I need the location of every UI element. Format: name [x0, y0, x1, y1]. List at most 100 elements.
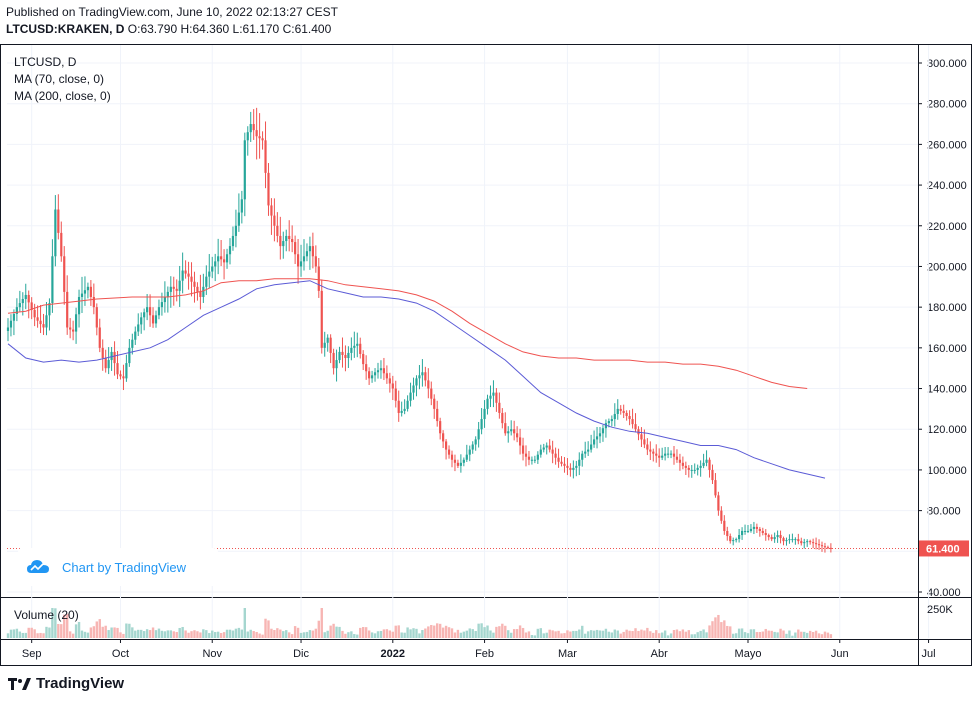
candle-body: [699, 465, 702, 468]
candle-body: [705, 459, 708, 463]
candle-body: [693, 469, 696, 471]
volume-bar: [575, 630, 578, 638]
volume-bar: [282, 631, 285, 638]
volume-bar: [48, 627, 51, 638]
candle-body: [21, 299, 24, 304]
volume-bar: [675, 629, 679, 638]
candle-body: [613, 413, 616, 420]
volume-bar: [566, 630, 569, 638]
candle-body: [54, 209, 57, 257]
candle-body: [483, 408, 486, 420]
volume-bar: [290, 634, 294, 638]
volume-bar: [450, 628, 454, 638]
candle-body: [214, 261, 217, 267]
candle-body: [533, 459, 536, 461]
candle-body: [462, 459, 465, 463]
volume-bar: [39, 632, 42, 638]
candle-body: [27, 294, 30, 303]
volume-bar: [403, 632, 406, 638]
candle-body: [299, 261, 303, 267]
volume-bar: [397, 625, 400, 638]
candle-body: [518, 437, 522, 446]
price-tick-label: 220.000: [927, 221, 967, 233]
candle-body: [101, 347, 104, 359]
volume-bar: [515, 629, 519, 638]
candle-body: [433, 398, 436, 409]
candle-body: [436, 408, 439, 422]
volume-bar: [412, 628, 415, 638]
candle-body: [486, 398, 489, 409]
candle-body: [732, 540, 735, 542]
volume-bar: [110, 627, 113, 638]
candle-body: [513, 429, 516, 434]
tradingview-brand[interactable]: TradingView: [8, 675, 124, 692]
candle-body: [356, 343, 359, 346]
volume-bar: [60, 624, 63, 638]
candle-body: [761, 530, 764, 533]
candle-body: [157, 307, 161, 316]
volume-bar: [433, 625, 436, 638]
candle-body: [516, 433, 519, 438]
candle-body: [63, 256, 66, 292]
volume-bar: [234, 628, 238, 638]
volume-bar: [279, 629, 282, 638]
price-tick-label: 260.000: [927, 139, 967, 151]
volume-bar: [172, 631, 175, 638]
volume-bar: [545, 632, 548, 638]
candle-body: [521, 445, 525, 454]
volume-bar: [18, 631, 22, 638]
volume-bar: [436, 623, 439, 638]
candle-body: [184, 270, 187, 274]
candle-body: [738, 535, 741, 540]
candle-body: [86, 286, 90, 291]
candle-body: [675, 456, 679, 460]
volume-bar: [770, 630, 773, 638]
candle-body: [637, 429, 640, 435]
volume-bar: [773, 631, 776, 638]
candle-body: [45, 315, 48, 328]
candle-body: [36, 317, 39, 321]
volume-bar: [225, 629, 229, 638]
volume-bar: [415, 628, 418, 638]
legend-ma70[interactable]: MA (70, close, 0): [14, 72, 105, 86]
volume-bar: [154, 630, 158, 638]
candle-body: [569, 467, 572, 470]
candle-body: [42, 324, 45, 328]
volume-bar: [717, 614, 720, 638]
volume-bar: [776, 632, 779, 638]
candle-body: [415, 378, 418, 386]
candle-body: [681, 462, 684, 466]
time-tick-label: Feb: [475, 648, 494, 660]
volume-bar: [746, 633, 750, 638]
candle-body: [551, 449, 554, 454]
volume-bar: [655, 630, 658, 638]
attribution-text[interactable]: Chart by TradingView: [62, 559, 187, 575]
volume-bar: [643, 630, 646, 638]
time-tick-label: Sep: [22, 648, 42, 660]
candle-body: [595, 436, 599, 440]
price-tick-label: 160.000: [927, 343, 967, 355]
volume-label[interactable]: Volume (20): [14, 608, 79, 622]
candle-body: [15, 307, 18, 314]
time-tick-label: Jun: [831, 648, 849, 660]
chart-attribution[interactable]: Chart by TradingView: [18, 548, 218, 586]
candle-body: [729, 536, 732, 542]
volume-bar: [332, 623, 335, 638]
volume-bar: [610, 632, 614, 638]
price-tick-label: 80.000: [927, 506, 961, 518]
candle-body: [128, 347, 131, 364]
legend-ma200[interactable]: MA (200, close, 0): [14, 89, 111, 103]
candle-body: [527, 456, 531, 460]
volume-bar: [86, 632, 90, 638]
volume-bar: [601, 630, 605, 638]
candle-body: [794, 539, 797, 541]
candle-body: [270, 205, 273, 216]
volume-bar: [344, 633, 347, 638]
volume-bar: [71, 633, 75, 638]
volume-bar: [578, 629, 581, 638]
volume-bar: [640, 629, 643, 638]
volume-bar: [367, 630, 371, 638]
candle-body: [817, 544, 821, 546]
volume-bar: [663, 630, 667, 638]
